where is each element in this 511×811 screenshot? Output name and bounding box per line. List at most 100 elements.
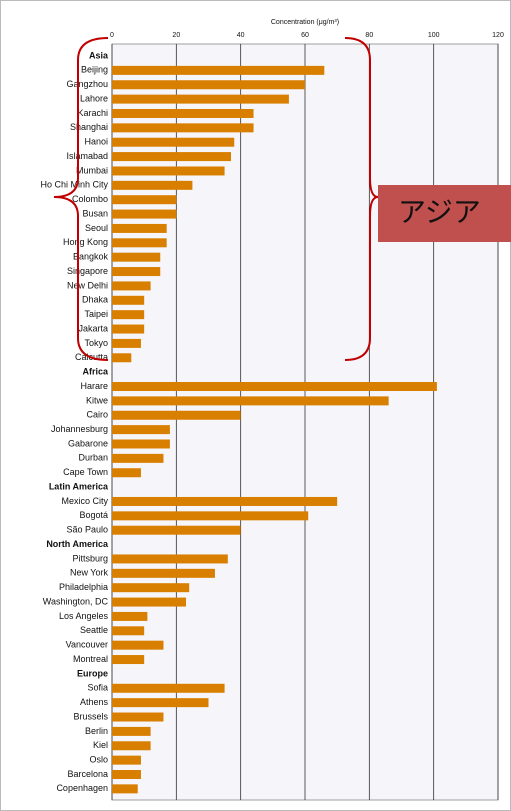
bar (112, 712, 164, 722)
y-tick-label: Jakarta (78, 323, 108, 333)
bar (112, 655, 145, 665)
bar (112, 525, 241, 535)
y-tick-label: Colombo (72, 194, 108, 204)
y-tick-label: Karachi (77, 108, 108, 118)
bar (112, 741, 151, 751)
y-tick-label: Durban (78, 453, 108, 463)
y-tick-label: Kitwe (86, 395, 108, 405)
y-tick-label: Seattle (80, 625, 108, 635)
group-heading: Latin America (49, 481, 109, 491)
y-tick-label: Beijing (81, 65, 108, 75)
y-tick-label: Tokyo (84, 338, 108, 348)
y-tick-label: São Paulo (66, 525, 108, 535)
y-tick-label: Bangkok (73, 252, 109, 262)
y-tick-label: Kiel (93, 740, 108, 750)
y-tick-label: New York (70, 568, 109, 578)
group-heading: Europe (77, 668, 108, 678)
bar (112, 195, 177, 205)
y-tick-label: Montreal (73, 654, 108, 664)
bar (112, 137, 235, 147)
y-tick-label: Shanghai (70, 122, 108, 132)
y-tick-label: Bogotá (79, 510, 108, 520)
bar (112, 726, 151, 736)
x-tick-label: 0 (110, 32, 114, 39)
y-tick-label: New Delhi (67, 280, 108, 290)
bar (112, 382, 437, 392)
x-tick-label: 100 (428, 32, 440, 39)
bar (112, 310, 145, 320)
bar (112, 238, 167, 248)
group-heading: Africa (82, 367, 109, 377)
y-tick-label: Singapore (67, 266, 108, 276)
y-tick-label: Brussels (73, 711, 108, 721)
bar (112, 683, 225, 693)
y-tick-label: Gabarone (68, 438, 108, 448)
bar (112, 324, 145, 334)
y-tick-label: Dhaka (82, 295, 108, 305)
x-tick-label: 40 (237, 32, 245, 39)
bar (112, 180, 193, 190)
y-tick-label: Mexico City (61, 496, 108, 506)
y-tick-label: Seoul (85, 223, 108, 233)
bar (112, 511, 309, 521)
y-tick-label: Johannesburg (51, 424, 108, 434)
annotation-text: アジア (398, 196, 481, 227)
y-tick-label: Vancouver (66, 640, 108, 650)
bar (112, 425, 170, 435)
bar (112, 94, 289, 104)
y-tick-label: Berlin (85, 726, 108, 736)
y-tick-label: Cairo (86, 410, 108, 420)
bar (112, 80, 305, 90)
bar (112, 784, 138, 794)
bar (112, 770, 141, 779)
x-tick-label: 80 (365, 32, 373, 39)
bar (112, 338, 141, 348)
axis-label: Concentration (μg/m³) (271, 19, 339, 26)
bar (112, 453, 164, 463)
bar (112, 209, 177, 219)
bar (112, 252, 161, 262)
bar (112, 166, 225, 176)
bar (112, 698, 209, 708)
y-tick-label: Copenhagen (56, 783, 108, 793)
bar (112, 410, 241, 420)
bar (112, 468, 141, 478)
bar (112, 611, 148, 621)
y-tick-label: Mumbai (76, 165, 108, 175)
bar (112, 568, 215, 578)
x-tick-label: 120 (492, 32, 504, 39)
bar (112, 281, 151, 291)
bar (112, 583, 190, 593)
y-tick-label: Philadelphia (59, 582, 108, 592)
y-tick-label: Sofia (87, 683, 108, 693)
y-tick-label: Athens (80, 697, 109, 707)
y-tick-label: Barcelona (67, 769, 108, 779)
y-tick-label: Hong Kong (63, 237, 108, 247)
x-tick-label: 60 (301, 32, 309, 39)
y-tick-label: Cape Town (63, 467, 108, 477)
bar (112, 626, 145, 636)
y-tick-label: Gangzhou (66, 79, 108, 89)
bar (112, 396, 389, 406)
y-tick-label: Oslo (89, 755, 108, 765)
bar (112, 123, 254, 133)
x-tick-label: 20 (172, 32, 180, 39)
bar (112, 152, 232, 162)
bar (112, 554, 228, 564)
left-brace (53, 37, 109, 361)
y-tick-label: Lahore (80, 93, 108, 103)
bar (112, 108, 254, 118)
y-tick-label: Busan (82, 208, 108, 218)
y-tick-label: Ho Chi Minh City (40, 180, 108, 190)
bar (112, 496, 338, 506)
bar (112, 353, 132, 363)
bar (112, 65, 325, 75)
group-heading: North America (46, 539, 109, 549)
y-tick-label: Washington, DC (43, 596, 109, 606)
bar (112, 755, 141, 765)
bar (112, 295, 145, 305)
y-tick-label: Los Angeles (59, 611, 109, 621)
bar (112, 640, 164, 650)
y-tick-label: Harare (80, 381, 108, 391)
